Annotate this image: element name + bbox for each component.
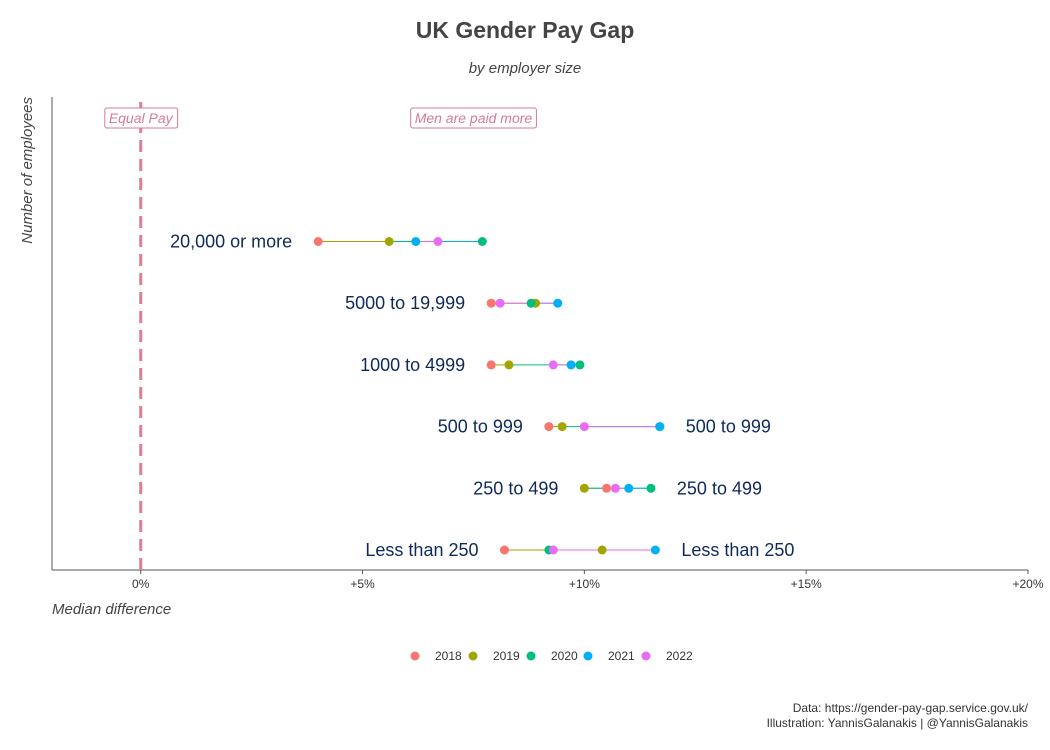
point-2019 bbox=[579, 483, 589, 493]
point-2019 bbox=[597, 545, 607, 555]
caption-illustration: Illustration: YannisGalanakis | @YannisG… bbox=[767, 716, 1028, 730]
point-2021 bbox=[566, 360, 576, 370]
point-2021 bbox=[553, 298, 563, 308]
point-2019 bbox=[557, 422, 567, 432]
equal-pay-annotation: Equal Pay bbox=[109, 110, 174, 126]
category-label-left: 20,000 or more bbox=[170, 232, 292, 252]
men-paid-more-annotation: Men are paid more bbox=[415, 110, 533, 126]
point-2019 bbox=[384, 237, 394, 246]
point-2021 bbox=[655, 422, 665, 432]
point-2018 bbox=[500, 545, 510, 555]
point-2019 bbox=[504, 360, 514, 370]
category-label-left: 5000 to 19,999 bbox=[345, 293, 465, 313]
category-label-left: 500 to 999 bbox=[438, 417, 523, 437]
x-tick-label: 0% bbox=[132, 577, 150, 591]
point-2022 bbox=[548, 360, 558, 370]
caption-data-source: Data: https://gender-pay-gap.service.gov… bbox=[793, 701, 1029, 715]
point-2020 bbox=[526, 298, 536, 308]
x-axis-title: Median difference bbox=[52, 601, 171, 618]
annotation-box bbox=[104, 107, 179, 129]
point-2020 bbox=[477, 237, 487, 246]
legend-marker-2019 bbox=[468, 651, 478, 661]
point-2018 bbox=[544, 422, 554, 432]
point-2022 bbox=[610, 483, 620, 493]
point-2018 bbox=[486, 360, 496, 370]
legend-label-2019: 2019 bbox=[493, 649, 520, 663]
point-2018 bbox=[313, 237, 323, 246]
category-label-right: 500 to 999 bbox=[686, 417, 771, 437]
legend-label-2018: 2018 bbox=[435, 649, 462, 663]
chart-subtitle: by employer size bbox=[469, 60, 582, 77]
point-2020 bbox=[575, 360, 585, 370]
point-2022 bbox=[548, 545, 558, 555]
category-label-left: Less than 250 bbox=[365, 540, 478, 560]
x-tick-label: +15% bbox=[791, 577, 822, 591]
point-2020 bbox=[646, 483, 656, 493]
x-tick-label: +10% bbox=[569, 577, 600, 591]
legend-marker-2022 bbox=[641, 651, 651, 661]
chart-title: UK Gender Pay Gap bbox=[416, 17, 635, 43]
legend-label-2020: 2020 bbox=[551, 649, 578, 663]
category-label-right: 250 to 499 bbox=[677, 478, 762, 498]
category-label-right: Less than 250 bbox=[681, 540, 794, 560]
annotation-box bbox=[410, 107, 537, 129]
legend: 2018 2019 2020 2021 2022 bbox=[410, 649, 693, 663]
y-axis-title: Number of employees bbox=[19, 97, 36, 244]
x-tick-label: +5% bbox=[350, 577, 375, 591]
point-2022 bbox=[579, 422, 589, 432]
x-tick-label: +20% bbox=[1012, 577, 1043, 591]
point-2022 bbox=[495, 298, 505, 308]
legend-marker-2021 bbox=[583, 651, 593, 661]
category-label-left: 250 to 499 bbox=[473, 478, 558, 498]
category-label-left: 1000 to 4999 bbox=[360, 355, 465, 375]
legend-marker-2018 bbox=[410, 651, 420, 661]
plot-area: 0% +5% +10% +15% +20% Equal Pay Men are paid m… bbox=[51, 97, 1044, 591]
legend-marker-2020 bbox=[526, 651, 536, 661]
point-2018 bbox=[602, 483, 612, 493]
legend-label-2021: 2021 bbox=[608, 649, 635, 663]
point-2021 bbox=[411, 237, 421, 246]
point-2021 bbox=[650, 545, 660, 555]
point-2022 bbox=[433, 237, 443, 246]
point-2021 bbox=[624, 483, 634, 493]
point-2018 bbox=[486, 298, 496, 308]
legend-label-2022: 2022 bbox=[666, 649, 693, 663]
